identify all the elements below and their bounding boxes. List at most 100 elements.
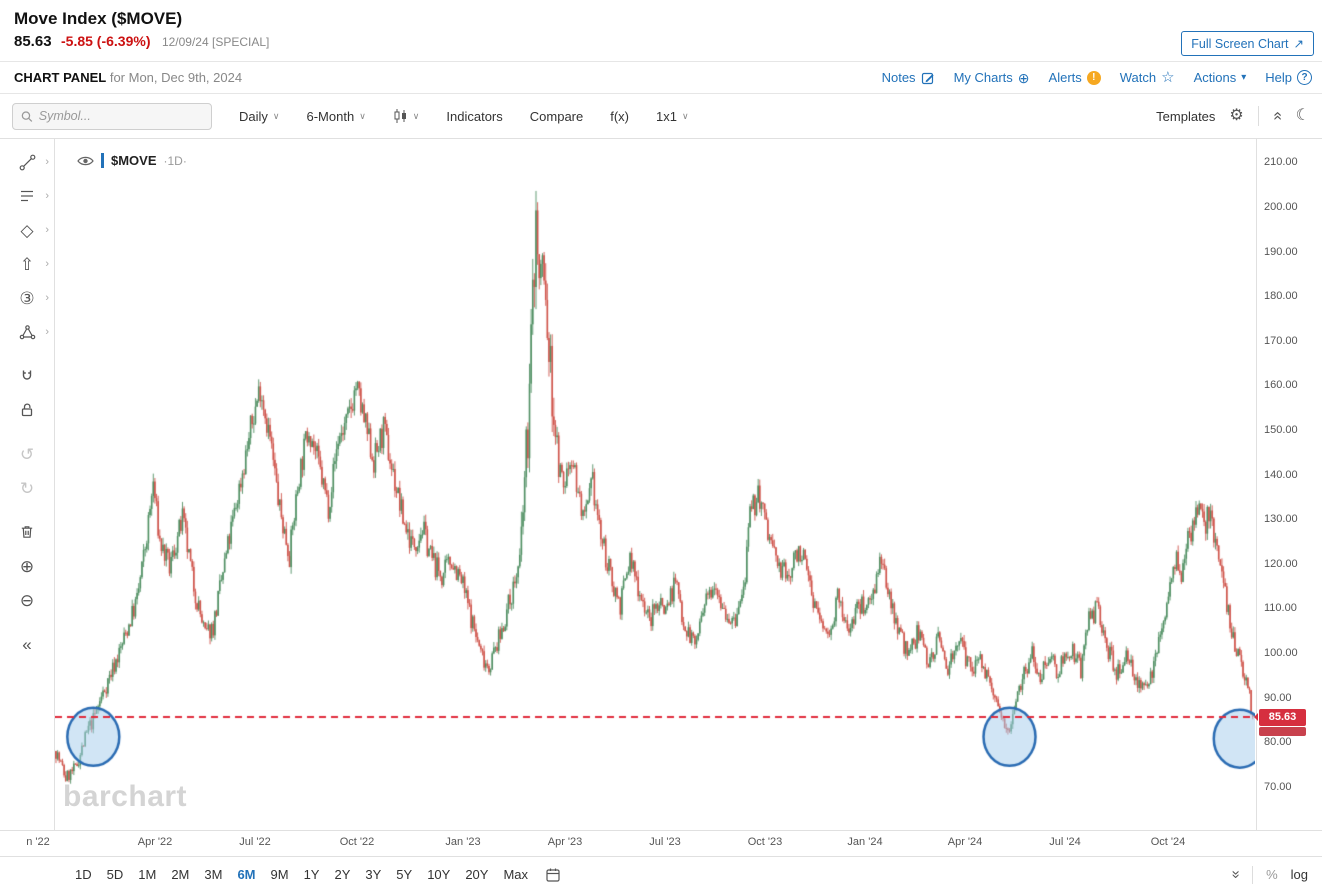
range-6m[interactable]: 6M [237,867,256,882]
compare-button[interactable]: Compare [529,108,584,124]
barchart-watermark: barchart [63,780,188,813]
dark-mode-moon-icon[interactable]: ☾ [1295,107,1310,124]
range-1d[interactable]: 1D [75,867,92,882]
indicators-button[interactable]: Indicators [446,108,503,124]
symbol-frequency-label: ·1D· [163,153,187,168]
submenu-chevron-icon: › [45,224,49,236]
symbol-search[interactable] [12,102,212,130]
y-axis-label: 190.00 [1264,245,1298,258]
chevron-down-icon: ∨ [272,110,280,121]
layout-dropdown[interactable]: 1x1 ∨ [656,108,689,124]
range-2m[interactable]: 2M [171,867,190,882]
x-axis-label: Apr '24 [947,836,983,848]
magnet-icon [19,368,35,384]
circle-plus-icon: ⊕ [1017,69,1030,86]
range-1m[interactable]: 1M [138,867,157,882]
y-axis-label: 100.00 [1264,647,1298,659]
range-1y[interactable]: 1Y [303,867,320,882]
x-axis-label: Jul '24 [1049,836,1081,848]
x-axis-label: Jan '23 [445,836,481,848]
star-icon: ☆ [1161,69,1175,86]
y-axis-label: 180.00 [1264,290,1298,303]
lock-tool[interactable] [0,393,54,427]
chevron-down-icon: ∨ [412,110,420,121]
magnet-tool[interactable] [0,359,54,393]
submenu-chevron-icon: › [45,190,49,202]
submenu-chevron-icon: › [45,292,49,304]
elliott-wave-tool[interactable]: ③ › [0,281,54,315]
range-3y[interactable]: 3Y [365,867,382,882]
notes-link[interactable]: Notes [882,70,935,85]
x-axis-label: Jul '22 [239,836,271,848]
range-3m[interactable]: 3M [204,867,223,882]
my-charts-link[interactable]: My Charts ⊕ [953,69,1030,86]
log-scale-toggle[interactable]: log [1290,867,1308,882]
zoom-out-icon: ⊖ [19,590,35,610]
symbol-overlay[interactable]: $MOVE ·1D· [77,153,187,168]
eye-icon[interactable] [77,155,94,167]
arrow-tool[interactable]: ⇧ › [0,247,54,281]
submenu-chevron-icon: › [45,156,49,168]
range-9m[interactable]: 9M [270,867,289,882]
annotation-tool[interactable]: › [0,179,54,213]
delete-tool[interactable] [0,515,54,549]
price-chart-canvas[interactable] [55,139,1255,830]
calendar-icon[interactable] [545,867,561,883]
pattern-icon [19,324,36,341]
alert-warning-icon: ! [1086,70,1101,85]
y-axis-label: 170.00 [1264,334,1298,347]
undo-button: ↺ [0,437,54,471]
bottom-divider [1252,865,1254,884]
templates-button[interactable]: Templates [1156,108,1216,124]
frequency-dropdown[interactable]: Daily ∨ [239,108,280,124]
y-axis-label: 110.00 [1264,602,1297,615]
panel-links: Notes My Charts ⊕ Alerts ! Watch ☆ Actio… [863,70,1312,85]
x-axis-label: Oct '22 [339,836,375,848]
trendline-tool[interactable]: › [0,145,54,179]
range-toolbar: 1D 5D 1M 2M 3M 6M 9M 1Y 2Y 3Y 5Y 10Y 20Y Max « % log [0,856,1322,892]
price-axis[interactable]: 85.63 210.00 200.00 190.00 180.00 170.00 160.… [1254,139,1322,830]
collapse-bottom-icon[interactable]: « [1226,870,1244,879]
zoom-in-icon: ⊕ [19,556,35,576]
panel-label: CHART PANEL [14,70,107,85]
support-line-badge [1259,727,1306,737]
settings-gear-icon[interactable]: ⚙ [1229,107,1244,124]
range-10y[interactable]: 10Y [427,867,451,882]
page-title: Move Index ($MOVE) [14,9,183,28]
range-5y[interactable]: 5Y [396,867,413,882]
submenu-chevron-icon: › [45,258,49,270]
chart-type-dropdown[interactable]: ∨ [393,108,420,124]
chevron-down-icon: ∨ [359,110,366,121]
fx-button[interactable]: f(x) [610,108,630,124]
panel-date: for Mon, Dec 9th, 2024 [109,70,243,85]
zoom-in-tool[interactable]: ⊕ [0,549,54,583]
external-arrow-icon: ↗ [1293,37,1304,51]
watch-link[interactable]: Watch ☆ [1119,69,1175,86]
pattern-tool[interactable]: › [0,315,54,349]
range-5d[interactable]: 5D [106,867,124,882]
alerts-link[interactable]: Alerts ! [1049,70,1101,85]
range-max[interactable]: Max [503,867,529,882]
percent-scale-toggle[interactable]: % [1266,867,1278,882]
help-link[interactable]: Help ? [1265,70,1312,85]
range-dropdown[interactable]: 6-Month ∨ [306,108,366,124]
redo-icon: ↻ [19,478,35,498]
search-icon [21,110,33,122]
shapes-tool[interactable]: ◇ › [0,213,54,247]
drawing-toolbar: › › ◇ › ⇧ › ③ › › ↺ ↻ ⊕ ⊖ « [0,139,55,830]
collapse-panel-icon[interactable]: « [1269,111,1287,121]
range-20y[interactable]: 20Y [465,867,489,882]
date-axis[interactable]: n '22 Apr '22 Jul '22 Oct '22 Jan '23 Apr '23… [0,831,1322,856]
series-color-bar [101,153,104,168]
collapse-sidebar-icon: « [22,634,32,654]
actions-link[interactable]: Actions ▾ [1193,70,1247,85]
chart-workspace: › › ◇ › ⇧ › ③ › › ↺ ↻ ⊕ ⊖ « $MOVE ·1D· barchart 85.63… [0,139,1322,831]
undo-icon: ↺ [19,444,35,464]
lock-icon [19,402,35,418]
collapse-sidebar-button[interactable]: « [0,627,54,661]
fullscreen-chart-button[interactable]: Full Screen Chart ↗ [1181,31,1314,56]
zoom-out-tool[interactable]: ⊖ [0,583,54,617]
range-2y[interactable]: 2Y [334,867,351,882]
search-input[interactable] [38,109,203,123]
y-axis-label: 160.00 [1264,379,1298,392]
